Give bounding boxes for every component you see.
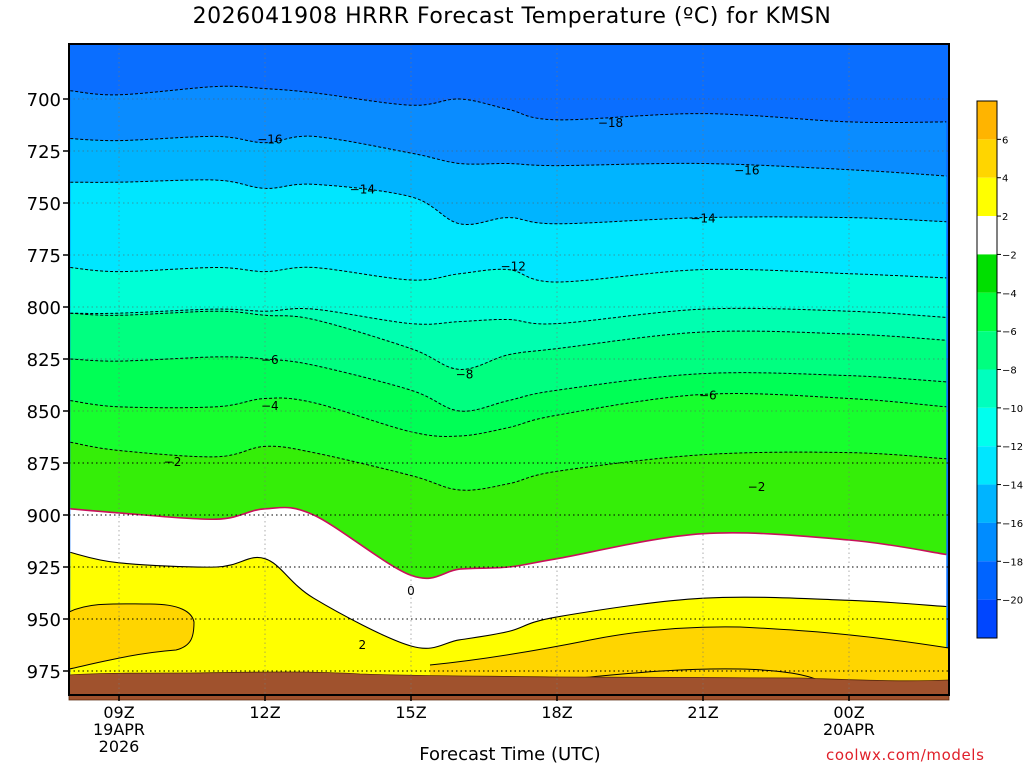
contour-label: −16 (257, 133, 282, 147)
colorbar-label: −14 (1002, 481, 1023, 492)
x-tick-label: 12Z (249, 703, 280, 722)
isotherm-line-minus-8 (70, 310, 947, 370)
isotherm-line-minus-16 (70, 135, 947, 177)
band-minus-4-to-minus-2 (70, 393, 947, 491)
x-tick-label: 21Z (687, 703, 718, 722)
colorbar-label: 6 (1002, 135, 1008, 146)
colorbar-swatch (977, 561, 997, 600)
colorbar-label: 4 (1002, 174, 1008, 185)
contour-label: −2 (164, 455, 182, 469)
colorbar-label: −10 (1002, 404, 1023, 415)
colorbar-swatch (977, 216, 997, 255)
colorbar-swatch (977, 177, 997, 217)
contour-label: −6 (699, 388, 717, 402)
colorbar-label: −6 (1002, 327, 1017, 338)
isotherm-line-minus-4 (70, 393, 947, 437)
contour-label: −14 (350, 182, 375, 196)
band-minus-16-to-minus-14 (70, 136, 947, 225)
isotherm-4 (429, 626, 950, 666)
colorbar-label: −2 (1002, 250, 1017, 261)
plot-frame (68, 43, 950, 696)
terrain-ground (68, 671, 950, 701)
contour-label: −12 (501, 259, 526, 273)
colorbar-swatch (977, 331, 997, 370)
y-tick-label: 700 (27, 90, 61, 111)
warm-pocket-4c (69, 603, 195, 670)
band-minus-6-to-minus-4 (70, 356, 947, 437)
x-tick-label: 00Z (833, 703, 864, 722)
y-tick-label: 925 (27, 558, 61, 579)
x-tick-label: 15Z (395, 703, 426, 722)
x-tick-label: 09Z (103, 703, 134, 722)
isotherm-line-minus-14 (70, 179, 947, 226)
contour-label: −16 (734, 164, 759, 178)
colorbar-label: −8 (1002, 366, 1017, 377)
y-tick-label: 950 (27, 610, 61, 631)
band-minus-14-to-minus-12 (70, 179, 947, 282)
isotherm-line-minus-10 (70, 307, 947, 325)
contour-label: −14 (690, 212, 715, 226)
band-minus-18-to-minus-16 (70, 86, 947, 176)
colorbar-swatch (977, 254, 997, 293)
contour-label: −2 (748, 480, 766, 494)
y-tick-label: 750 (27, 194, 61, 215)
colorbar-swatch (977, 407, 997, 447)
isotherm-line-0 (70, 506, 947, 580)
contour-label: 0 (407, 584, 415, 598)
contour-label: −4 (261, 399, 279, 413)
y-tick-label: 775 (27, 246, 61, 267)
x-axis-label: Forecast Time (UTC) (419, 744, 601, 765)
colorbar-swatch (977, 484, 997, 523)
chart-title: 2026041908 HRRR Forecast Temperature (ºC… (192, 4, 832, 29)
band-minus-2-to-0 (70, 442, 947, 579)
isotherm-line-minus-18 (70, 85, 947, 124)
x-tick-label: 2026 (99, 737, 140, 756)
y-tick-label: 825 (27, 350, 61, 371)
colorbar-swatch (977, 139, 997, 178)
colorbar-swatch (977, 101, 997, 140)
contour-label: −18 (598, 116, 623, 130)
isotherm-line-minus-6 (70, 356, 947, 412)
colorbar-label: −20 (1002, 596, 1023, 607)
colorbar-label: −18 (1002, 557, 1023, 568)
colorbar-swatch (977, 522, 997, 562)
isotherm-line-2 (70, 551, 947, 649)
credit-text: coolwx.com/models (826, 746, 985, 764)
colorbar-swatch (977, 446, 997, 485)
y-tick-label: 875 (27, 454, 61, 475)
contour-label: 2 (359, 638, 367, 652)
band-minus-12-to-minus-10 (70, 267, 947, 325)
colorbar-label: 2 (1002, 212, 1008, 223)
colorbar-swatch (977, 599, 997, 638)
colorbar-label: −12 (1002, 442, 1023, 453)
colorbar-swatch (977, 292, 997, 332)
isotherm-line-minus-2 (70, 441, 947, 491)
x-tick-label: 18Z (541, 703, 572, 722)
contour-label: −6 (261, 353, 279, 367)
y-tick-label: 900 (27, 506, 61, 527)
colorbar-swatch (977, 369, 997, 408)
y-tick-label: 800 (27, 298, 61, 319)
contour-label: −8 (456, 368, 474, 382)
band-minus-8-to-minus-6 (70, 311, 947, 412)
colorbar-label: −4 (1002, 289, 1017, 300)
y-tick-label: 850 (27, 402, 61, 423)
band-0-to-2 (70, 507, 947, 649)
y-tick-label: 725 (27, 142, 61, 163)
colorbar-label: −16 (1002, 519, 1023, 530)
y-tick-label: 975 (27, 662, 61, 683)
x-tick-label: 20APR (823, 720, 875, 739)
isotherm-line-minus-12 (70, 266, 947, 283)
x-tick-label: 19APR (93, 720, 145, 739)
band-minus-10-to-minus-8 (70, 308, 947, 370)
